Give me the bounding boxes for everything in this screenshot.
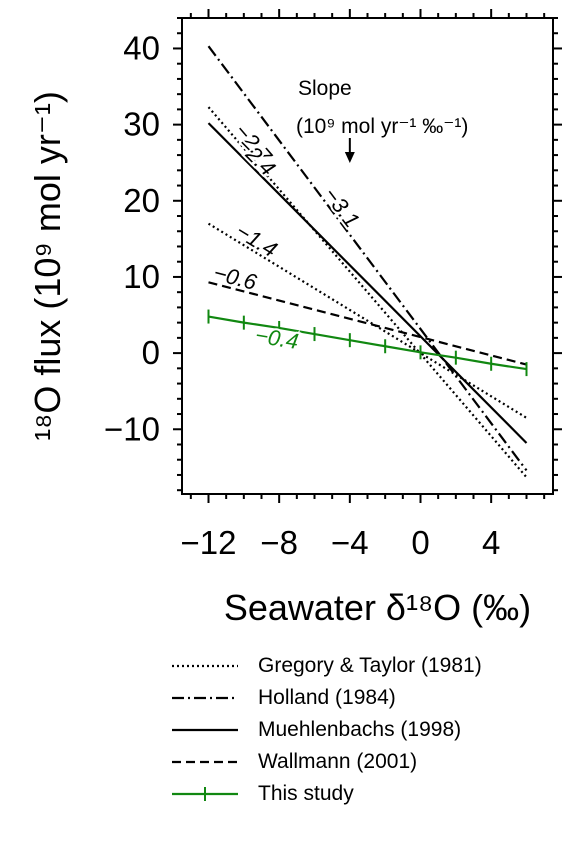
legend: Gregory & Taylor (1981) Holland (1984) Mue…: [170, 650, 560, 810]
slope-header-units: (10⁹ mol yr⁻¹ ‰⁻¹): [296, 115, 468, 138]
series-line-2: [207, 45, 528, 472]
y-tick-label: 0: [142, 334, 160, 371]
legend-swatch: [172, 760, 238, 764]
series-line-5: [208, 315, 527, 371]
y-tick-label: 20: [123, 182, 160, 219]
series-line-0: [207, 106, 528, 478]
legend-label: Wallmann (2001): [258, 750, 418, 773]
legend-swatch: [172, 787, 238, 801]
chart-canvas: −2.7−1.4−3.1−2.4−0.6−0.4 −10010203040−12…: [27, 9, 562, 628]
x-tick-label: −4: [331, 524, 369, 561]
y-tick-label: 40: [123, 29, 160, 66]
x-tick-label: 0: [411, 524, 429, 561]
x-tick-label: −8: [260, 524, 298, 561]
axes: −10 0 10 20 30 40 −12 −8 −4 0 4 Seawater δ¹⁸O (‰) ¹⁸…: [27, 9, 562, 628]
legend-label: Gregory & Taylor (1981): [258, 654, 482, 677]
y-tick-label: −10: [104, 410, 160, 447]
slope-header: Slope (10⁹ mol yr⁻¹ ‰⁻¹): [296, 77, 468, 163]
y-tick-label: 30: [123, 106, 160, 143]
slope-label-5: −0.4: [253, 322, 300, 354]
slope-arrow-head: [344, 152, 355, 163]
legend-item: Holland (1984): [170, 682, 560, 714]
y-axis-label: ¹⁸O flux (10⁹ mol yr⁻¹): [27, 91, 68, 441]
x-tick-label: 4: [482, 524, 500, 561]
x-tick-label: −12: [181, 524, 237, 561]
legend-swatch: [172, 728, 238, 732]
legend-label: This study: [258, 782, 354, 805]
legend-label: Muehlenbachs (1998): [258, 718, 462, 741]
legend-swatch: [172, 664, 238, 668]
series-line-4: [208, 281, 527, 366]
slope-labels: −2.7−1.4−3.1−2.4−0.6−0.4: [209, 117, 367, 356]
plot-frame: [181, 17, 554, 495]
legend-item: Wallmann (2001): [170, 746, 560, 778]
legend-item: Gregory & Taylor (1981): [170, 650, 560, 682]
x-axis-label: Seawater δ¹⁸O (‰): [224, 587, 531, 628]
slope-label-2: −3.1: [319, 182, 365, 232]
legend-swatch: [172, 696, 238, 700]
series-line-3: [207, 122, 528, 444]
series-lines: [207, 45, 528, 478]
legend-label: Holland (1984): [258, 686, 396, 709]
y-tick-label: 10: [123, 258, 160, 295]
slope-label-4: −0.6: [211, 260, 260, 295]
slope-label-1: −1.4: [232, 218, 282, 262]
series-line-1: [207, 222, 528, 419]
legend-item: Muehlenbachs (1998): [170, 714, 560, 746]
slope-header-title: Slope: [298, 77, 352, 100]
legend-item: This study: [170, 778, 560, 810]
